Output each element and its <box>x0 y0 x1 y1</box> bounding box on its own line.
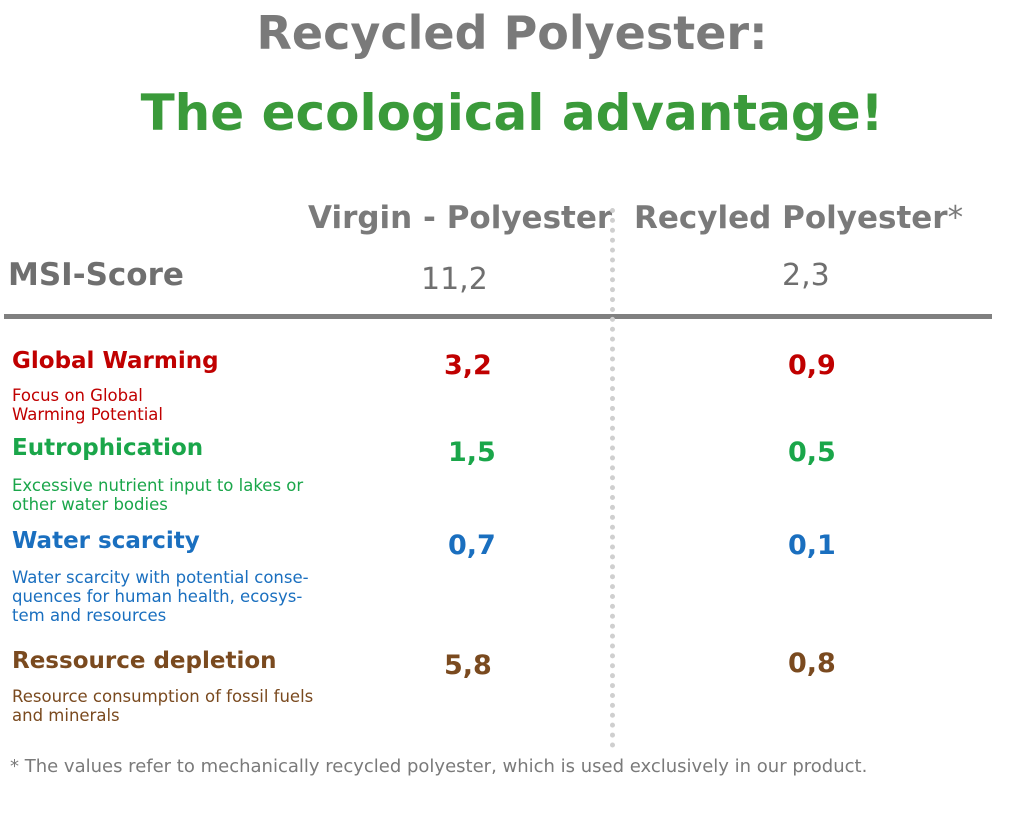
value-recycled: 0,1 <box>788 530 836 561</box>
value-recycled: 0,5 <box>788 437 836 468</box>
value-recycled: 0,8 <box>788 648 836 679</box>
category-description: Excessive nutrient input to lakes or oth… <box>12 476 304 514</box>
column-divider <box>610 208 615 748</box>
value-recycled: 0,9 <box>788 350 836 381</box>
value-virgin: 1,5 <box>448 437 496 468</box>
footnote-marker: * <box>947 200 964 236</box>
page-title: Recycled Polyester: <box>256 6 768 60</box>
msi-score-recycled: 2,3 <box>782 258 830 293</box>
category-title: Global Warming <box>12 348 219 374</box>
category-title: Water scarcity <box>12 528 200 554</box>
category-description: Focus on Global Warming Potential <box>12 386 163 424</box>
header-divider <box>4 314 992 319</box>
column-header-recycled-label: Recyled Polyester <box>634 200 948 236</box>
category-description: Water scarcity with potential conse-quen… <box>12 568 309 625</box>
category-description: Resource consumption of fossil fuels and… <box>12 687 314 725</box>
msi-score-label: MSI-Score <box>8 257 184 293</box>
value-virgin: 3,2 <box>444 350 492 381</box>
footnote: * The values refer to mechanically recyc… <box>10 756 868 777</box>
page-subtitle: The ecological advantage! <box>140 84 884 142</box>
value-virgin: 0,7 <box>448 530 496 561</box>
value-virgin: 5,8 <box>444 650 492 681</box>
category-title: Ressource depletion <box>12 648 277 674</box>
column-header-virgin: Virgin - Polyester <box>308 200 613 236</box>
msi-score-virgin: 11,2 <box>421 262 488 297</box>
column-header-recycled: Recyled Polyester* <box>634 200 963 236</box>
category-title: Eutrophication <box>12 435 204 461</box>
